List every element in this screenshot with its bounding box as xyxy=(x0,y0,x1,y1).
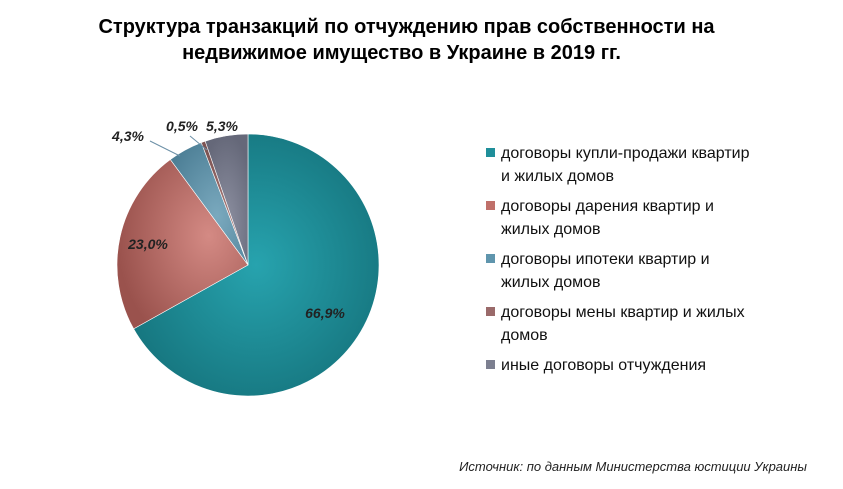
legend-item: договоры ипотеки квартир и жилых домов xyxy=(486,248,756,294)
leader-line xyxy=(189,135,208,151)
legend-item: иные договоры отчуждения xyxy=(486,354,756,377)
legend-item: договоры дарения квартир и жилых домов xyxy=(486,195,756,241)
legend-label: договоры мены квартир и жилых домов xyxy=(501,304,745,344)
chart-title-line-2: недвижимое имущество в Украине в 2019 гг… xyxy=(182,42,621,64)
legend-swatch xyxy=(486,254,495,263)
legend: договоры купли-продажи квартир и жилых д… xyxy=(486,142,756,384)
pie-slice xyxy=(204,133,249,266)
data-label: 66,9% xyxy=(305,305,345,321)
data-label: 23,0% xyxy=(127,236,168,252)
data-label: 0,5% xyxy=(166,118,198,134)
legend-swatch xyxy=(486,307,495,316)
chart-title: Структура транзакций по отчуждению прав … xyxy=(0,14,843,66)
pie-slice xyxy=(133,133,380,397)
legend-label: иные договоры отчуждения xyxy=(501,357,707,374)
data-label: 5,3% xyxy=(206,118,238,134)
chart-title-line-1: Структура транзакций по отчуждению прав … xyxy=(98,16,715,38)
legend-item: договоры купли-продажи квартир и жилых д… xyxy=(486,142,756,188)
source-note: Источник: по данным Министерства юстиции… xyxy=(459,459,807,474)
leader-line xyxy=(149,140,181,157)
legend-swatch xyxy=(486,201,495,210)
legend-label: договоры дарения квартир и жилых домов xyxy=(501,198,714,238)
legend-item: договоры мены квартир и жилых домов xyxy=(486,301,756,347)
pie-slice xyxy=(116,159,249,330)
legend-swatch xyxy=(486,360,495,369)
legend-label: договоры купли-продажи квартир и жилых д… xyxy=(501,145,750,185)
legend-swatch xyxy=(486,148,495,157)
data-label: 4,3% xyxy=(111,128,144,144)
legend-label: договоры ипотеки квартир и жилых домов xyxy=(501,251,710,291)
